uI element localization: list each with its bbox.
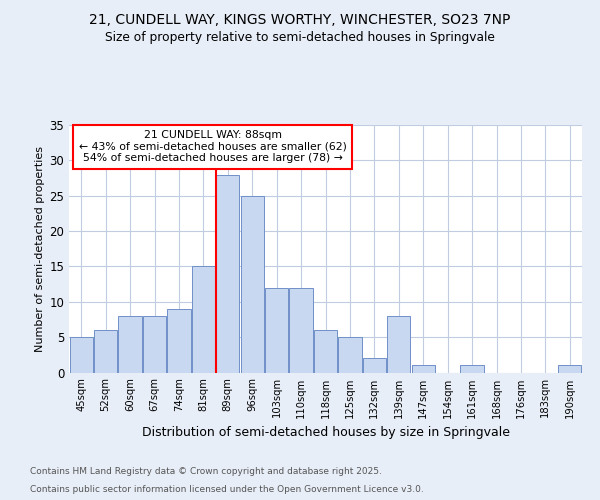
- Bar: [314, 330, 337, 372]
- X-axis label: Distribution of semi-detached houses by size in Springvale: Distribution of semi-detached houses by …: [142, 426, 509, 439]
- Bar: [387, 316, 410, 372]
- Text: 21 CUNDELL WAY: 88sqm
← 43% of semi-detached houses are smaller (62)
54% of semi: 21 CUNDELL WAY: 88sqm ← 43% of semi-deta…: [79, 130, 347, 163]
- Bar: [412, 366, 435, 372]
- Bar: [94, 330, 117, 372]
- Y-axis label: Number of semi-detached properties: Number of semi-detached properties: [35, 146, 45, 352]
- Bar: [338, 337, 362, 372]
- Bar: [241, 196, 264, 372]
- Bar: [192, 266, 215, 372]
- Bar: [216, 174, 239, 372]
- Bar: [118, 316, 142, 372]
- Bar: [558, 366, 581, 372]
- Text: Contains HM Land Registry data © Crown copyright and database right 2025.: Contains HM Land Registry data © Crown c…: [30, 467, 382, 476]
- Bar: [460, 366, 484, 372]
- Text: Contains public sector information licensed under the Open Government Licence v3: Contains public sector information licen…: [30, 484, 424, 494]
- Bar: [289, 288, 313, 372]
- Bar: [363, 358, 386, 372]
- Bar: [167, 309, 191, 372]
- Text: 21, CUNDELL WAY, KINGS WORTHY, WINCHESTER, SO23 7NP: 21, CUNDELL WAY, KINGS WORTHY, WINCHESTE…: [89, 12, 511, 26]
- Bar: [143, 316, 166, 372]
- Bar: [265, 288, 288, 372]
- Bar: [70, 337, 93, 372]
- Text: Size of property relative to semi-detached houses in Springvale: Size of property relative to semi-detach…: [105, 31, 495, 44]
